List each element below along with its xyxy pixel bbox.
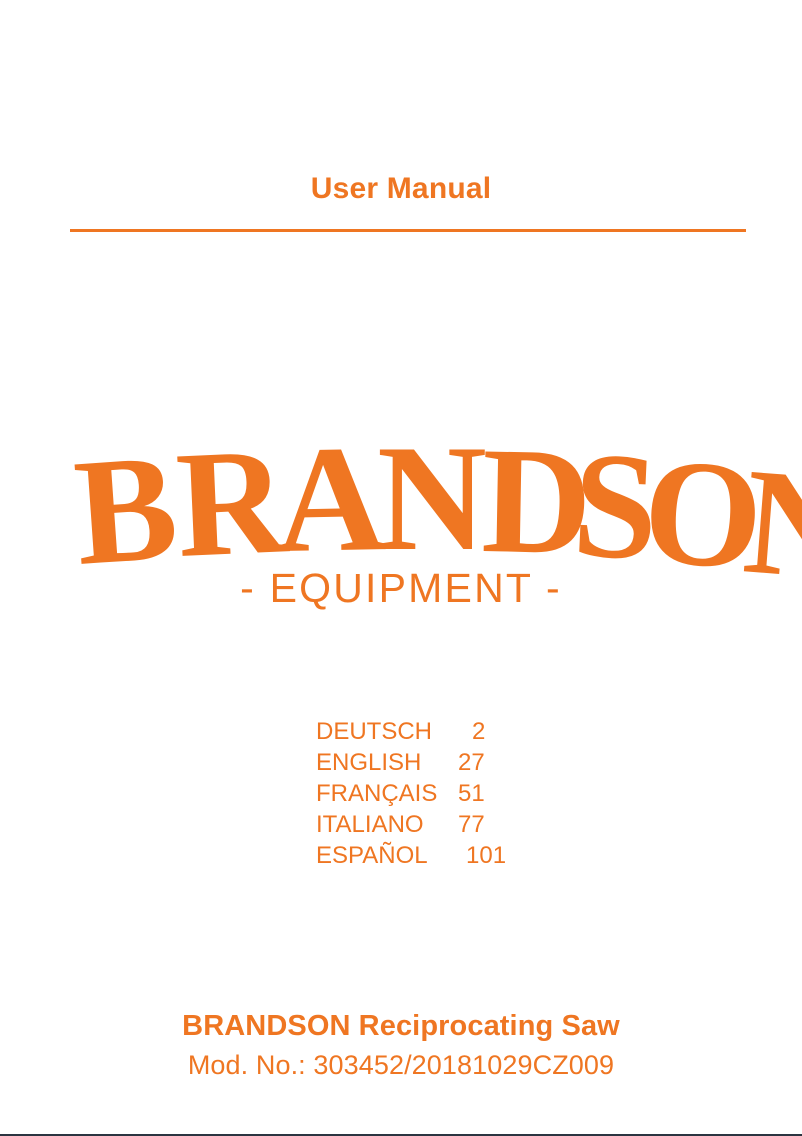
brand-subtitle: - EQUIPMENT - [240, 565, 562, 611]
language-row: ESPAÑOL 101 [316, 840, 576, 871]
language-row: FRANÇAIS 51 [316, 778, 576, 809]
product-info: BRANDSON Reciprocating Saw Mod. No.: 303… [0, 1008, 802, 1083]
model-number: Mod. No.: 303452/20181029CZ009 [187, 1050, 615, 1081]
page-header: User Manual [0, 172, 802, 207]
header-divider [70, 229, 746, 232]
language-page-number: 77 [458, 811, 485, 838]
language-page-number: 101 [466, 842, 507, 869]
language-label: DEUTSCH [316, 718, 433, 745]
language-page-number: 51 [458, 780, 485, 807]
wordmark-letter-s: S [570, 420, 662, 592]
wordmark-letter-b1: B [70, 422, 183, 597]
product-name: BRANDSON Reciprocating Saw [182, 1010, 620, 1042]
wordmark-letter-n1: N [377, 414, 487, 582]
language-row: DEUTSCH 2 [316, 716, 576, 747]
brand-wordmark: B R A N D S O N [70, 414, 802, 613]
language-label: ESPAÑOL [316, 842, 428, 869]
wordmark-letter-n2: N [738, 436, 802, 612]
brand-logo: B R A N D S O N - EQUIPMENT - [0, 414, 802, 613]
language-label: ITALIANO [316, 811, 424, 838]
language-page-number: 2 [472, 718, 486, 745]
language-page-number: 27 [458, 749, 485, 776]
language-label: ENGLISH [316, 749, 422, 776]
wordmark-letter-r: R [173, 416, 292, 589]
language-row: ENGLISH 27 [316, 747, 576, 778]
wordmark-letter-d: D [480, 416, 593, 586]
language-label: FRANÇAIS [316, 780, 438, 807]
wordmark-letter-o: O [639, 426, 767, 601]
language-row: ITALIANO 77 [316, 809, 576, 840]
wordmark-letter-a: A [275, 414, 388, 584]
language-index: DEUTSCH 2 ENGLISH 27 FRANÇAIS 51 ITALIAN… [316, 716, 576, 871]
page-title: User Manual [310, 172, 492, 205]
